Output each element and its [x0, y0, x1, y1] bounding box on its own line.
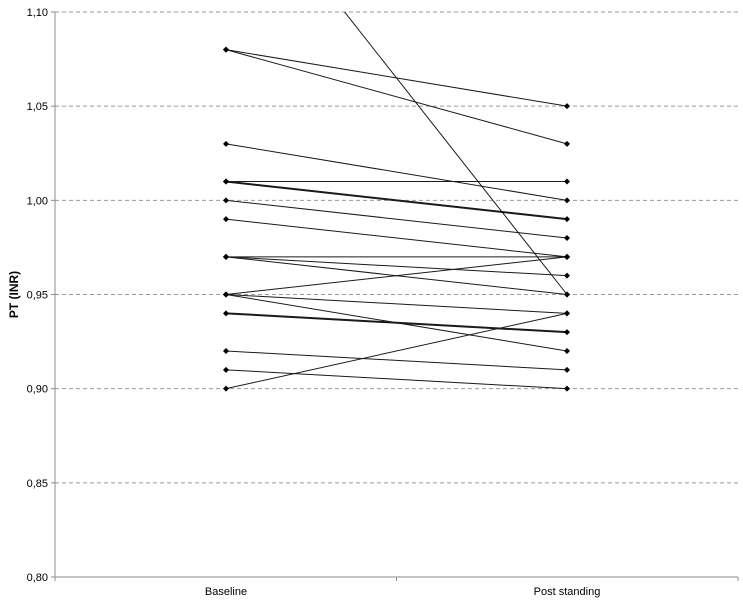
data-point-marker	[223, 178, 229, 185]
y-tick-label: 0,90	[27, 384, 48, 396]
data-point-marker	[223, 197, 229, 204]
series-line	[343, 12, 568, 295]
data-point-marker	[564, 140, 570, 147]
series-line	[225, 143, 568, 201]
series-line	[225, 256, 568, 277]
series-group	[225, 12, 568, 390]
series-line	[225, 199, 568, 239]
data-point-marker	[564, 178, 570, 185]
data-point-marker	[223, 291, 229, 298]
data-point-marker	[564, 216, 570, 223]
y-tick-labels: 0,80 0,85 0,90 0,95 1,00 1,05 1,10	[27, 7, 48, 584]
data-point-marker	[223, 348, 229, 354]
y-tick-label: 1,00	[27, 195, 48, 207]
y-tick-label: 1,05	[27, 101, 48, 113]
marker-group	[223, 46, 570, 392]
axes	[51, 11, 739, 581]
series-line	[225, 218, 568, 258]
series-line	[225, 256, 568, 295]
y-axis-title: PT (INR)	[7, 271, 21, 318]
y-tick-label: 0,80	[27, 572, 48, 584]
data-point-marker	[564, 197, 570, 204]
series-line	[225, 49, 568, 145]
data-point-marker	[564, 310, 570, 317]
data-point-marker	[564, 272, 570, 279]
series-line	[225, 180, 568, 221]
data-point-marker	[223, 385, 229, 392]
x-tick-label: Baseline	[205, 586, 247, 598]
data-point-marker	[223, 310, 229, 317]
gridlines	[55, 11, 738, 484]
series-line	[225, 312, 568, 390]
data-point-marker	[223, 366, 229, 373]
data-point-marker	[564, 348, 570, 354]
x-tick-label: Post standing	[534, 586, 601, 598]
data-point-marker	[564, 291, 570, 298]
data-point-marker	[564, 235, 570, 241]
data-point-marker	[564, 366, 570, 373]
series-line	[225, 294, 568, 314]
data-point-marker	[223, 253, 229, 260]
data-point-marker	[223, 46, 229, 53]
series-line	[225, 312, 568, 334]
data-point-marker	[223, 140, 229, 147]
data-point-marker	[223, 216, 229, 223]
data-point-marker	[564, 329, 570, 336]
y-tick-label: 0,85	[27, 478, 48, 490]
data-point-marker	[564, 103, 570, 110]
data-point-marker	[564, 385, 570, 392]
y-tick-label: 0,95	[27, 290, 48, 302]
x-tick-labels: Baseline Post standing	[205, 586, 600, 598]
series-line	[225, 369, 568, 390]
data-point-marker	[564, 253, 570, 260]
series-line	[225, 350, 568, 371]
y-tick-label: 1,10	[27, 7, 48, 19]
